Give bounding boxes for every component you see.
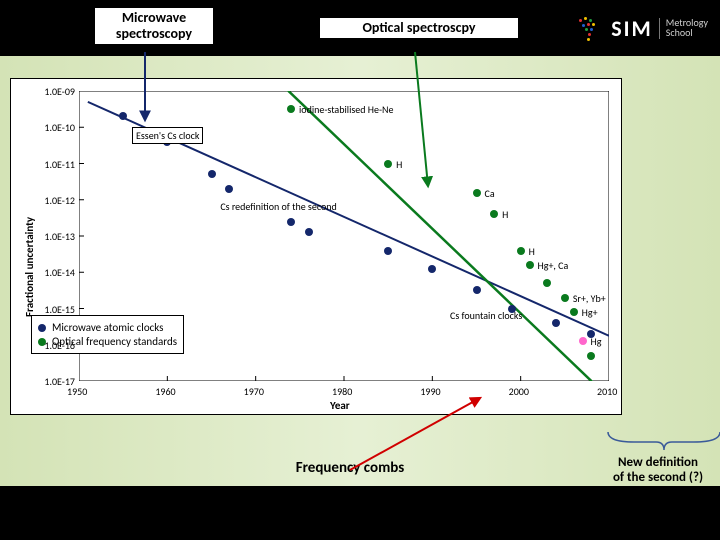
optical-point (543, 279, 551, 287)
logo-text: SIM (611, 15, 653, 42)
chart-panel: iodine-stabilised He-NeHCaHHHg+, CaSr+, … (10, 78, 622, 415)
chart-annotation: Essen's Cs clock (132, 127, 203, 144)
slide-root: SIM Metrology School Microwavespectrosco… (0, 0, 720, 540)
x-tick-label: 1960 (155, 385, 175, 398)
newdef-line1: New definition (596, 456, 720, 471)
point-label: Sr+, Yb+ (573, 292, 606, 305)
y-tick-label: 1.0E-11 (44, 158, 75, 171)
pink-point (579, 337, 587, 345)
optical-spectroscopy-label: Optical spectroscpy (320, 18, 518, 38)
y-tick-label: 1.0E-12 (44, 194, 75, 207)
frequency-combs-label: Frequency combs (260, 460, 440, 477)
x-tick-label: 1990 (420, 385, 440, 398)
y-tick-label: 1.0E-10 (44, 121, 75, 134)
optical-point (490, 210, 498, 218)
logo-map-icon (575, 13, 605, 43)
bottom-bar (0, 486, 720, 540)
chart-annotation: Cs redefinition of the second (220, 200, 336, 213)
logo-subtext: Metrology School (659, 18, 708, 39)
newdef-line2: of the second (?) (596, 471, 720, 486)
legend-label: Microwave atomic clocks (52, 321, 163, 334)
point-label: Ca (485, 187, 495, 200)
point-label: Hg+, Ca (538, 259, 569, 272)
optical-point (561, 294, 569, 302)
chart-annotation: Cs fountain clocks (450, 309, 522, 322)
y-axis-label: Fractional uncertainty (23, 217, 36, 317)
microwave-point (208, 170, 216, 178)
x-tick-label: 2000 (509, 385, 529, 398)
optical-point (473, 189, 481, 197)
y-tick-label: 1.0E-16 (44, 339, 75, 352)
y-tick-label: 1.0E-13 (44, 230, 75, 243)
y-tick-label: 1.0E-09 (44, 85, 75, 98)
point-label: H (529, 245, 535, 258)
point-label: Hg (591, 335, 602, 348)
x-tick-label: 1980 (332, 385, 352, 398)
microwave-spectroscopy-label: Microwavespectroscopy (95, 8, 213, 44)
point-label: iodine-stabilised He-Ne (299, 103, 393, 116)
point-label: H (396, 158, 402, 171)
x-axis-label: Year (330, 399, 350, 412)
new-definition-label: New definition of the second (?) (596, 456, 720, 486)
microwave-point (225, 185, 233, 193)
legend-swatch (38, 324, 46, 332)
optical-point (587, 352, 595, 360)
x-tick-label: 2010 (597, 385, 617, 398)
microwave-point (119, 112, 127, 120)
x-tick-label: 1970 (244, 385, 264, 398)
y-tick-label: 1.0E-14 (44, 266, 75, 279)
sim-logo: SIM Metrology School (575, 6, 708, 50)
logo-sub2: School (666, 28, 708, 39)
y-tick-label: 1.0E-15 (44, 303, 75, 316)
microwave-point (473, 286, 481, 294)
microwave-point (552, 319, 560, 327)
optical-point (517, 247, 525, 255)
optical-point (384, 160, 392, 168)
microwave-point (428, 265, 436, 273)
optical-point (287, 105, 295, 113)
microwave-point (384, 247, 392, 255)
y-tick-label: 1.0E-17 (44, 375, 75, 388)
point-label: Hg+ (582, 306, 598, 319)
microwave-point (287, 218, 295, 226)
optical-point (526, 261, 534, 269)
legend-item: Microwave atomic clocks (38, 321, 177, 334)
optical-point (570, 308, 578, 316)
microwave-point (305, 228, 313, 236)
point-label: H (502, 208, 508, 221)
